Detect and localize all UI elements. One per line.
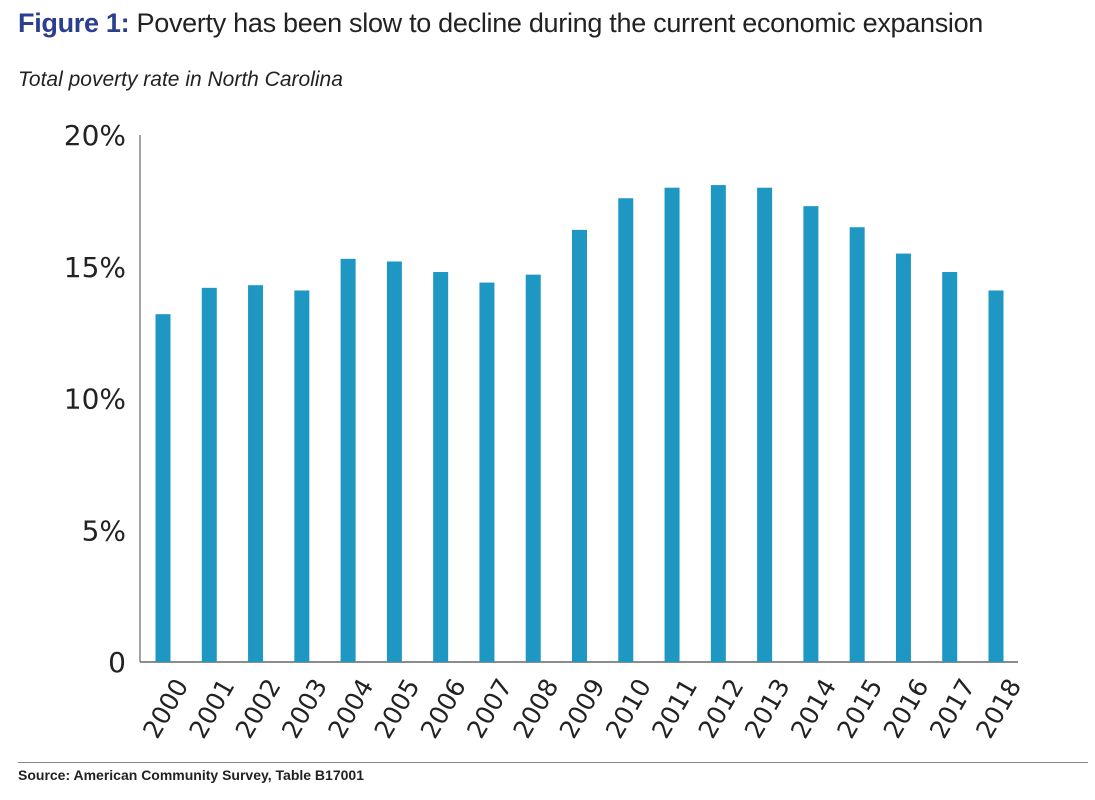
divider bbox=[18, 762, 1088, 763]
title-text: Poverty has been slow to decline during … bbox=[129, 8, 984, 38]
x-tick-label: 2004 bbox=[322, 674, 379, 744]
bar-2003 bbox=[294, 290, 310, 662]
bar-2007 bbox=[479, 282, 495, 662]
bar-2018 bbox=[988, 290, 1004, 662]
bar-2014 bbox=[803, 206, 819, 662]
x-tick-label: 2013 bbox=[739, 674, 796, 744]
y-tick-label: 20% bbox=[64, 119, 126, 152]
x-tick-label: 2016 bbox=[878, 674, 935, 744]
y-tick-label: 10% bbox=[64, 383, 126, 416]
source-note: Source: American Community Survey, Table… bbox=[18, 767, 364, 783]
bar-2000 bbox=[155, 314, 171, 662]
bar-2001 bbox=[201, 287, 217, 662]
bar-2010 bbox=[618, 198, 634, 663]
x-tick-label: 2002 bbox=[230, 674, 287, 744]
x-tick-label: 2008 bbox=[507, 674, 564, 744]
bar-chart: 0 5% 10% 15% 20% 2000200120022003200420052006… bbox=[64, 119, 1027, 744]
x-tick-label: 2010 bbox=[600, 674, 657, 744]
x-tick-label: 2005 bbox=[369, 674, 426, 744]
bar-2002 bbox=[248, 285, 264, 662]
x-tick-label: 2006 bbox=[415, 674, 472, 744]
figure-label: Figure 1: bbox=[18, 8, 130, 38]
y-tick-label: 15% bbox=[64, 251, 126, 284]
chart-title: Figure 1: Poverty has been slow to decli… bbox=[18, 8, 983, 39]
x-tick-label: 2007 bbox=[461, 674, 518, 744]
bar-2008 bbox=[525, 274, 541, 662]
chart-subtitle: Total poverty rate in North Carolina bbox=[18, 68, 343, 91]
x-tick-label: 2014 bbox=[785, 674, 842, 744]
bar-2004 bbox=[340, 258, 356, 662]
bar-2005 bbox=[386, 261, 402, 662]
bar-2012 bbox=[710, 185, 726, 662]
x-tick-label: 2015 bbox=[831, 674, 888, 744]
bar-2011 bbox=[664, 187, 680, 662]
bar-2006 bbox=[433, 272, 449, 662]
y-tick-label: 5% bbox=[82, 514, 126, 547]
x-tick-label: 2009 bbox=[554, 674, 611, 744]
bar-2017 bbox=[942, 272, 958, 662]
bar-2016 bbox=[895, 253, 911, 662]
y-tick-label: 0 bbox=[108, 646, 126, 679]
x-tick-label: 2018 bbox=[970, 674, 1027, 744]
x-tick-label: 2001 bbox=[183, 674, 240, 744]
bar-2015 bbox=[849, 227, 865, 662]
x-tick-label: 2003 bbox=[276, 674, 333, 744]
x-tick-label: 2000 bbox=[137, 674, 194, 744]
x-tick-label: 2017 bbox=[924, 674, 981, 744]
x-tick-label: 2011 bbox=[646, 674, 703, 744]
bar-2013 bbox=[757, 187, 773, 662]
x-tick-label: 2012 bbox=[693, 674, 750, 744]
bar-2009 bbox=[572, 229, 587, 663]
